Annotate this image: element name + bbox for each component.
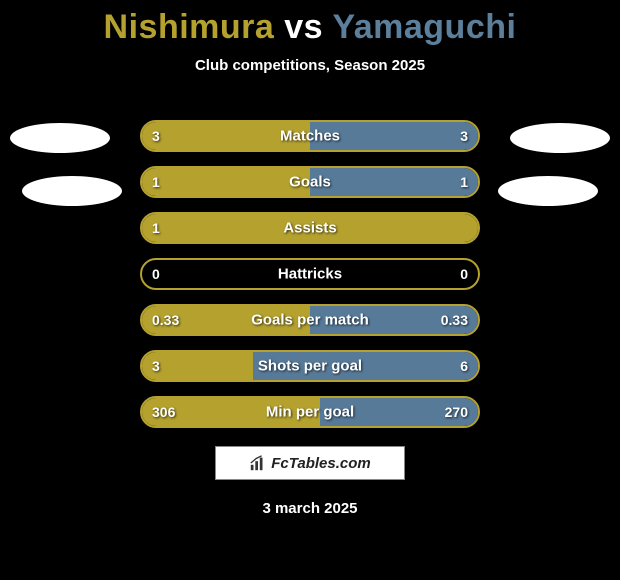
title-player-left: Nishimura [104, 8, 275, 46]
subtitle: Club competitions, Season 2025 [0, 57, 620, 74]
player-left-oval-2 [22, 176, 122, 206]
title-vs: vs [284, 8, 323, 46]
stat-bar-left [142, 214, 478, 242]
stat-row: Shots per goal36 [140, 350, 480, 382]
stat-row: Goals per match0.330.33 [140, 304, 480, 336]
page-title: Nishimura vs Yamaguchi [0, 0, 620, 47]
stat-bar-left [142, 398, 320, 426]
stat-value-right: 0 [460, 266, 468, 282]
stat-bar-left [142, 122, 310, 150]
stat-label: Hattricks [142, 266, 478, 283]
player-left-oval-1 [10, 123, 110, 153]
stat-row: Matches33 [140, 120, 480, 152]
logo-text: FcTables.com [271, 455, 370, 472]
logo-box: FcTables.com [215, 446, 405, 480]
stat-bar-right [320, 398, 478, 426]
stat-bar-left [142, 306, 310, 334]
stat-bar-left [142, 352, 253, 380]
footer-date: 3 march 2025 [0, 500, 620, 517]
comparison-rows: Matches33 Goals11 Assists1 Hattricks0 0 Goals… [140, 120, 480, 442]
stat-bar-right [310, 306, 478, 334]
player-right-oval-2 [498, 176, 598, 206]
stat-row: Goals11 [140, 166, 480, 198]
stat-bar-right [310, 168, 478, 196]
stat-bar-left [142, 168, 310, 196]
stat-row: Assists1 [140, 212, 480, 244]
stat-row: Hattricks0 0 [140, 258, 480, 290]
stat-bar-right [310, 122, 478, 150]
stat-row: Min per goal306270 [140, 396, 480, 428]
player-right-oval-1 [510, 123, 610, 153]
bar-chart-icon [249, 454, 267, 472]
stat-bar-right [253, 352, 478, 380]
title-player-right: Yamaguchi [332, 8, 516, 46]
stat-value-left: 0 [152, 266, 160, 282]
